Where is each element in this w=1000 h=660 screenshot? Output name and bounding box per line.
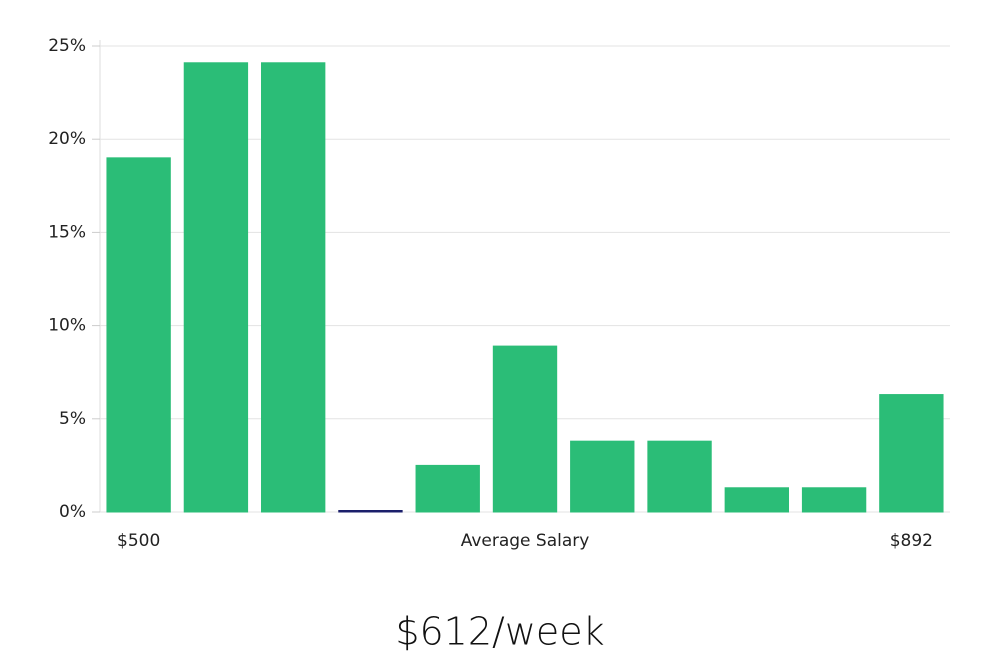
bar <box>492 345 558 513</box>
bar <box>106 157 171 513</box>
y-tick-label: 5% <box>59 409 86 429</box>
bar <box>261 62 326 513</box>
caption: $612/week <box>395 610 604 654</box>
y-tick-label: 10% <box>48 316 86 336</box>
bar <box>647 440 712 513</box>
bar <box>724 487 789 513</box>
bar <box>415 464 480 513</box>
x-axis-label: Average Salary <box>461 531 590 551</box>
bar <box>570 440 635 513</box>
bar <box>801 487 867 513</box>
bar <box>879 394 944 513</box>
y-tick-label: 25% <box>48 36 86 56</box>
x-tick-label: $500 <box>117 531 160 551</box>
y-tick-label: 20% <box>48 129 86 149</box>
y-tick-label: 15% <box>48 222 86 242</box>
bar <box>183 62 249 513</box>
x-tick-label: $892 <box>890 531 933 551</box>
y-tick-label: 0% <box>59 502 86 522</box>
bar <box>338 510 403 513</box>
